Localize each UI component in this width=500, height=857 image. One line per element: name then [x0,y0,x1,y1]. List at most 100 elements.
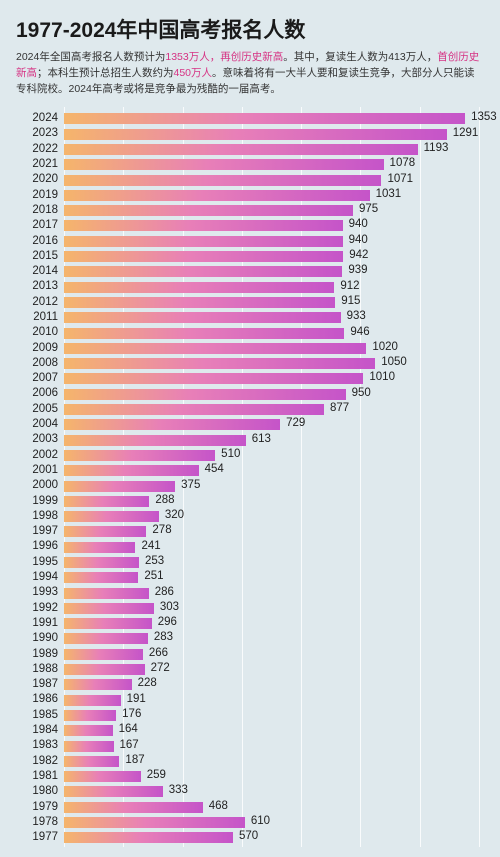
subtitle-text: ；本科生预计总招生人数约为 [37,67,174,79]
bar-row: 2021 1078 [16,157,484,172]
year-label: 1977 [16,832,64,844]
bar-row: 2014939 [16,264,484,279]
value-label: 1020 [372,342,398,354]
year-label: 2017 [16,220,64,232]
value-label: 1071 [387,174,413,186]
bar-row: 1989266 [16,647,484,662]
bar-wrap: 1031 [64,190,484,201]
bar-wrap: 286 [64,588,484,599]
bar [64,481,175,492]
bar [64,771,141,782]
bar-row: 2011933 [16,310,484,325]
bar-wrap: 176 [64,710,484,721]
bar-row: 1980333 [16,784,484,799]
value-label: 729 [286,418,305,430]
bar [64,741,114,752]
bar [64,419,280,430]
bar-wrap: 164 [64,725,484,736]
bar-wrap: 1193 [64,144,484,155]
year-label: 2024 [16,113,64,125]
year-label: 1994 [16,572,64,584]
value-label: 940 [349,235,368,247]
bar-wrap: 266 [64,649,484,660]
bar-wrap: 320 [64,511,484,522]
value-label: 1010 [369,372,395,384]
bar [64,557,139,568]
bar-row: 1985176 [16,708,484,723]
bar [64,205,353,216]
bar [64,786,163,797]
bar-row: 2001454 [16,463,484,478]
bar [64,542,135,553]
value-label: 266 [149,648,168,660]
bar-wrap: 1078 [64,159,484,170]
value-label: 950 [352,388,371,400]
bar-row: 1998320 [16,509,484,524]
year-label: 2002 [16,450,64,462]
bar-row: 2012915 [16,295,484,310]
year-label: 2004 [16,419,64,431]
bar-wrap: 191 [64,695,484,706]
value-label: 253 [145,556,164,568]
chart-subtitle: 2024年全国高考报名人数预计为1353万人，再创历史新高。其中，复读生人数为4… [16,50,484,97]
value-label: 1031 [376,189,402,201]
bar-wrap: 296 [64,618,484,629]
bar-wrap: 610 [64,817,484,828]
value-label: 1050 [381,357,407,369]
chart-bars: 2024135320231291202211932021107820201071… [16,111,484,845]
bar [64,511,159,522]
year-label: 1992 [16,603,64,615]
bar-wrap: 253 [64,557,484,568]
bar-wrap: 946 [64,328,484,339]
bar-wrap: 1071 [64,175,484,186]
bar-row: 20201071 [16,172,484,187]
year-label: 2008 [16,358,64,370]
bar-row: 20221193 [16,142,484,157]
bar-row: 2018975 [16,203,484,218]
bar-wrap: 877 [64,404,484,415]
year-label: 2001 [16,465,64,477]
bar-wrap: 278 [64,526,484,537]
bar [64,588,149,599]
year-label: 2013 [16,281,64,293]
bar [64,435,246,446]
year-label: 2022 [16,144,64,156]
bar-wrap: 942 [64,251,484,262]
year-label: 1987 [16,679,64,691]
bar-wrap: 933 [64,312,484,323]
bar-row: 2003613 [16,432,484,447]
highlight-text: 1353万人，再创历史新高 [165,51,283,63]
bar-row: 1977570 [16,830,484,845]
bar-row: 20091020 [16,341,484,356]
bar-wrap: 940 [64,220,484,231]
bar-wrap: 940 [64,236,484,247]
bar-wrap: 228 [64,679,484,690]
value-label: 296 [158,617,177,629]
year-label: 2021 [16,159,64,171]
bar [64,618,152,629]
bar-row: 1979468 [16,800,484,815]
bar-wrap: 729 [64,419,484,430]
bar-wrap: 1050 [64,358,484,369]
value-label: 939 [348,265,367,277]
bar-row: 2000375 [16,478,484,493]
bar [64,190,370,201]
year-label: 2007 [16,373,64,385]
bar [64,297,335,308]
value-label: 1078 [390,158,416,170]
bar [64,159,384,170]
bar-row: 2015942 [16,249,484,264]
bar-wrap: 187 [64,756,484,767]
value-label: 228 [138,678,157,690]
bar-row: 20241353 [16,111,484,126]
bar-wrap: 259 [64,771,484,782]
bar [64,710,116,721]
value-label: 320 [165,510,184,522]
value-label: 375 [181,480,200,492]
bar-wrap: 912 [64,282,484,293]
year-label: 2010 [16,327,64,339]
bar [64,664,145,675]
value-label: 176 [122,709,141,721]
subtitle-text: 2024年全国高考报名人数预计为 [16,51,165,63]
bar-row: 1996241 [16,540,484,555]
